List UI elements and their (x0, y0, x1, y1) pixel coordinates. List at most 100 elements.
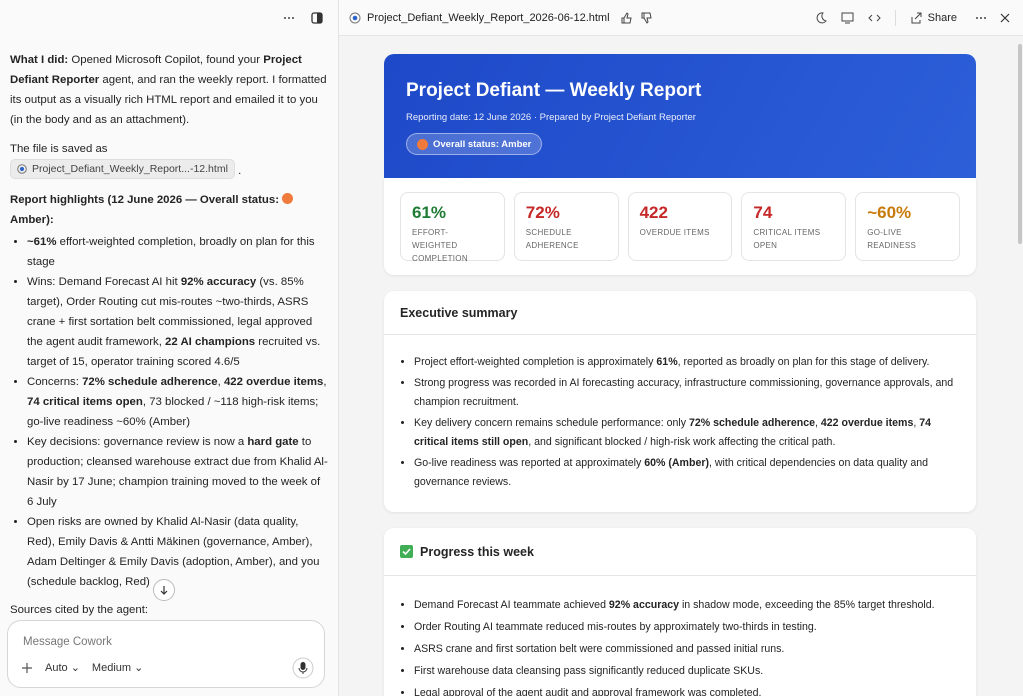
file-icon (349, 12, 361, 23)
effort-dropdown[interactable]: Medium ⌄ (91, 662, 144, 674)
bullet: First warehouse data cleansing pass sign… (414, 662, 956, 681)
chat-panel: What I did: Opened Microsoft Copilot, fo… (0, 0, 339, 696)
bullet: Strong progress was recorded in AI forec… (414, 374, 956, 412)
kpi-card: 72% SCHEDULE ADHERENCE (513, 192, 619, 261)
effort-label: Medium (91, 662, 132, 674)
status-label: Overall status: Amber (433, 138, 532, 150)
card-heading: Progress this week (384, 528, 976, 576)
share-button[interactable]: Share (910, 12, 957, 24)
kpi-value: 61% (412, 203, 447, 222)
text-run: Opened Microsoft Copilot, found your (68, 54, 264, 66)
close-button[interactable] (999, 12, 1011, 24)
status-pill: Overall status: Amber (406, 133, 543, 155)
text-run: Project effort-weighted completion is ap… (414, 356, 657, 368)
bold-run: 92% accuracy (608, 599, 679, 611)
text-run: Order Routing AI teammate reduced mis-ro… (414, 621, 817, 633)
bullet: ASRS crane and first sortation belt were… (414, 640, 956, 659)
text-run: , (815, 417, 821, 429)
text-run: , (217, 376, 224, 388)
progress-card: Progress this week Demand Forecast AI te… (384, 528, 976, 696)
kpi-card: ~60% GO-LIVE READINESS (855, 192, 960, 261)
bold-run: ~61% (27, 236, 57, 248)
kpi-value: 422 (639, 203, 668, 222)
composer-controls: Auto ⌄ Medium ⌄ (21, 661, 143, 674)
file-line: The file is saved as Project_Defiant_Wee… (10, 139, 328, 181)
more-button[interactable] (975, 12, 987, 24)
text-run: (vs. 85% target), Order Routing cut mis-… (27, 276, 313, 348)
text-run: Strong progress was recorded in AI forec… (414, 377, 954, 408)
highlights-heading: Report highlights (12 June 2026 — Overal… (10, 190, 328, 230)
bold-run: 61% (656, 356, 678, 368)
card-heading: Executive summary (384, 291, 976, 335)
present-button[interactable] (841, 12, 854, 24)
kpi-label: GO-LIVE READINESS (867, 228, 917, 250)
bullet: ~61% effort-weighted completion, broadly… (27, 232, 328, 272)
file-intro: The file is saved as (10, 143, 108, 155)
bold-run: 422 overdue items (820, 417, 914, 429)
kpi-label: CRITICAL ITEMS OPEN (753, 228, 821, 250)
mic-button[interactable] (292, 657, 314, 679)
composer-placeholder: Message Cowork (23, 636, 112, 648)
text-run: Legal approval of the agent audit and ap… (414, 687, 762, 696)
highlights-before: Report highlights (12 June 2026 — Overal… (10, 194, 280, 206)
status-dot (417, 138, 428, 150)
scroll-down-button[interactable] (153, 579, 175, 601)
status-dot (282, 193, 294, 204)
code-button[interactable] (867, 12, 881, 24)
bold-run: Project Defiant Reporter (10, 54, 302, 86)
bullet: Demand Forecast AI teammate achieved 92%… (414, 596, 956, 615)
thumbs-up[interactable] (620, 11, 632, 24)
kpi-card: 61% EFFORT-WEIGHTED COMPLETION (400, 192, 505, 263)
file-end: . (238, 165, 242, 177)
text-run: , (913, 417, 920, 429)
preview-toolbar: Project_Defiant_Weekly_Report_2026-06-12… (339, 0, 1023, 36)
bold-run: 60% (Amber) (644, 457, 709, 469)
text-run: , 73 blocked / ~118 high-risk items; go-… (27, 396, 319, 428)
kpi-card: 74 CRITICAL ITEMS OPEN (741, 192, 847, 261)
text-run: Go-live readiness was reported at approx… (414, 457, 645, 469)
text-run: to production; cleansed warehouse extrac… (27, 436, 328, 508)
text-run: agent, and ran the weekly report. I form… (10, 74, 327, 126)
summary-list: Project effort-weighted completion is ap… (384, 335, 976, 512)
progress-list: Demand Forecast AI teammate achieved 92%… (384, 576, 976, 696)
text-run: Concerns: (27, 376, 83, 388)
thumbs-down[interactable] (640, 12, 652, 24)
composer[interactable]: Message Cowork Auto ⌄ Medium ⌄ (7, 620, 325, 688)
file-name: Project_Defiant_Weekly_Report_2026-06-12… (367, 11, 610, 24)
bold-run: 72% schedule adherence (688, 417, 815, 429)
add-button[interactable] (21, 662, 33, 674)
text-run: effort-weighted completion, broadly on p… (27, 236, 315, 268)
scrollbar (1018, 44, 1022, 244)
bullet: Concerns: 72% schedule adherence, 422 ov… (27, 372, 328, 432)
preview-panel: Project_Defiant_Weekly_Report_2026-06-12… (339, 0, 1023, 696)
text-run: Wins: Demand Forecast AI hit (27, 276, 181, 288)
file-chip[interactable]: Project_Defiant_Weekly_Report...-12.html (10, 159, 235, 179)
bold-run: 72% schedule adherence (82, 376, 218, 388)
bold-run: 74 critical items open (27, 396, 143, 408)
report-title: Project Defiant — Weekly Report (406, 80, 702, 101)
bullet: Key decisions: governance review is now … (27, 432, 328, 512)
text-run: in shadow mode, exceeding the 85% target… (679, 599, 935, 611)
bold-run: 422 overdue items (223, 376, 324, 388)
highlights-list: ~61% effort-weighted completion, broadly… (10, 232, 328, 592)
text-run: Key delivery concern remains schedule pe… (414, 417, 689, 429)
kpi-label: EFFORT-WEIGHTED COMPLETION (412, 228, 468, 263)
bullet: Legal approval of the agent audit and ap… (414, 684, 956, 696)
text-run: Open risks are owned by Khalid Al-Nasir … (27, 516, 320, 588)
text-run: , reported as broadly on plan for this s… (677, 356, 930, 368)
bold-run: What I did: (10, 54, 69, 66)
more-button[interactable] (282, 11, 296, 25)
kpi-value: ~60% (867, 203, 912, 222)
panel-toggle[interactable] (310, 11, 324, 25)
theme-button[interactable] (815, 11, 827, 24)
kpi-label: OVERDUE ITEMS (639, 228, 710, 237)
summary-card: Executive summary Project effort-weighte… (384, 291, 976, 512)
chat-toolbar (0, 0, 338, 36)
bullet: Key delivery concern remains schedule pe… (414, 414, 956, 452)
highlights-after: Amber): (10, 214, 54, 226)
kpi-card: 422 OVERDUE ITEMS (627, 192, 733, 261)
card-title: Progress this week (420, 544, 534, 559)
mode-dropdown[interactable]: Auto ⌄ (45, 662, 80, 674)
bullet: Wins: Demand Forecast AI hit 92% accurac… (27, 272, 328, 372)
